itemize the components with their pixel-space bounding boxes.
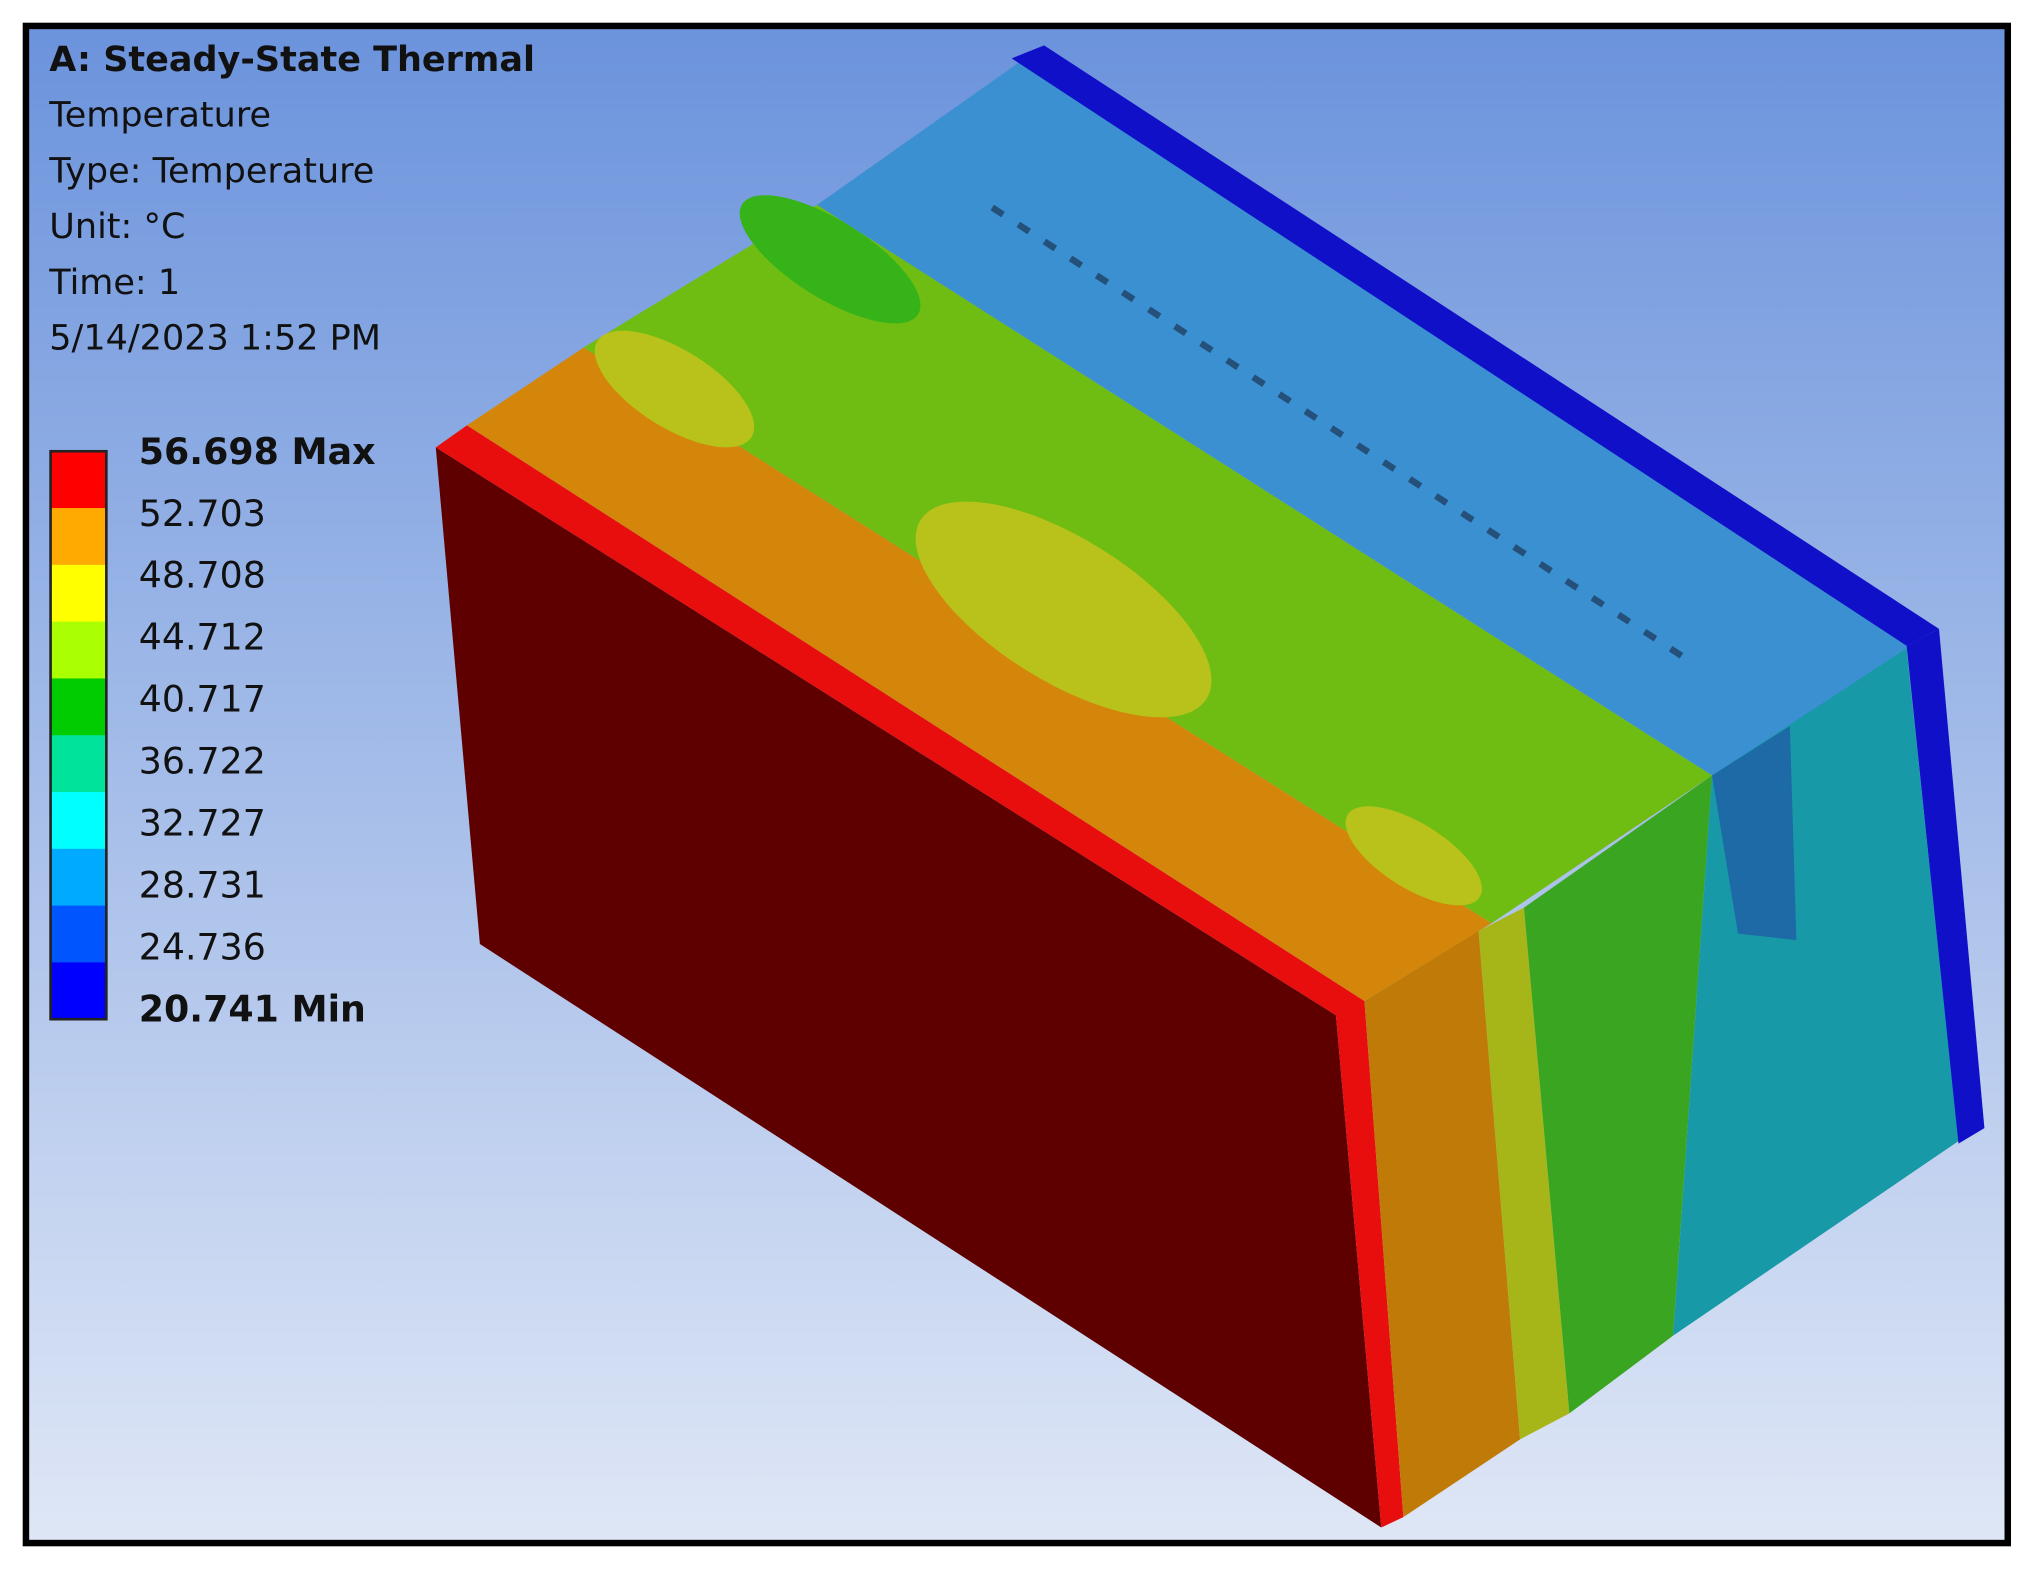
yellow-side (1478, 907, 1570, 1440)
legend-band (50, 678, 107, 736)
legend: 56.698 Max 52.703 48.708 44.712 40.717 36.722… (49, 430, 376, 1030)
legend-label: 36.722 (139, 740, 266, 783)
warm-zone (915, 501, 1212, 718)
legend-label: 40.717 (139, 678, 266, 721)
warm-zone (1345, 806, 1482, 906)
model (435, 45, 1985, 1528)
legend-band (50, 621, 107, 680)
legend-label: 20.741 Min (139, 987, 366, 1030)
orange-side (1364, 931, 1521, 1518)
legend-band (50, 451, 107, 509)
cold-edge (1011, 45, 1940, 646)
warm-zone (594, 330, 755, 448)
header-line: Unit: °C (49, 207, 185, 247)
legend-label: 56.698 Max (139, 430, 376, 473)
channel (1712, 726, 1797, 941)
legend-band (50, 564, 107, 623)
header-line: Temperature (48, 96, 271, 136)
header: A: Steady-State Thermal Temperature Type:… (48, 40, 535, 359)
analysis-title: A: Steady-State Thermal (49, 40, 535, 80)
legend-label: 52.703 (139, 492, 266, 535)
header-line: Time: 1 (48, 263, 180, 303)
blue-top (817, 49, 1933, 776)
slot-row (990, 204, 1688, 662)
green-side (1523, 775, 1713, 1414)
orange-top (466, 347, 1492, 1002)
legend-band (50, 905, 107, 964)
header-line: Type: Temperature (48, 151, 374, 191)
legend-label: 24.736 (139, 925, 266, 968)
legend-label: 32.727 (139, 802, 266, 845)
legend-frame (49, 449, 108, 1021)
legend-label: 44.712 (139, 616, 266, 659)
legend-label: 48.708 (139, 554, 266, 597)
legend-band (50, 848, 107, 907)
header-line: 5/14/2023 1:52 PM (49, 319, 381, 359)
legend-band (50, 508, 107, 566)
legend-band (50, 962, 107, 1020)
green-top (583, 204, 1713, 924)
legend-label: 28.731 (139, 864, 266, 907)
legend-band (50, 792, 107, 850)
front-face (435, 447, 1382, 1528)
legend-band (50, 735, 107, 793)
cold-side (1906, 628, 1985, 1144)
cool-zone (739, 195, 921, 324)
